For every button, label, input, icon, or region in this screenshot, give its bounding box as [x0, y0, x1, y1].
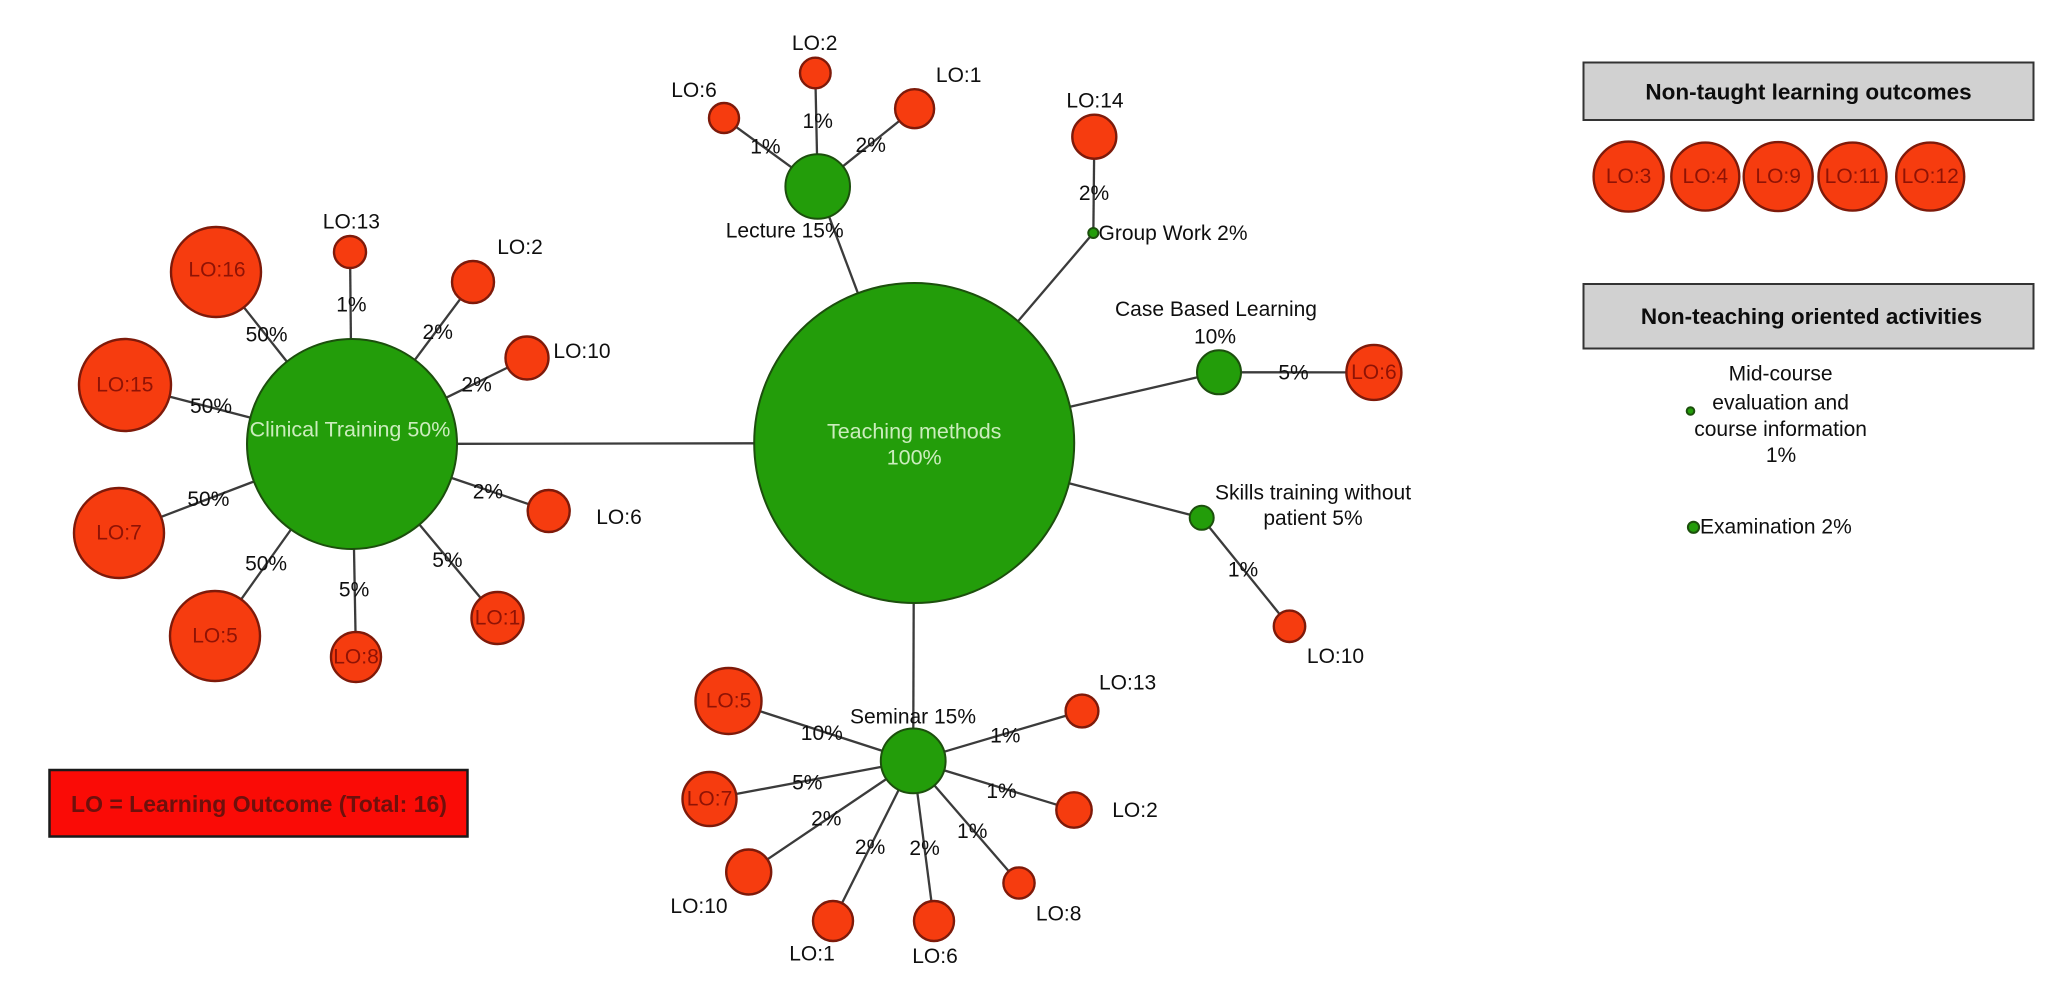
svg-text:LO:5: LO:5 [706, 690, 752, 713]
svg-text:1%: 1% [750, 136, 780, 159]
svg-text:LO:10: LO:10 [553, 340, 610, 363]
svg-text:LO:6: LO:6 [912, 945, 958, 968]
svg-text:LO:15: LO:15 [96, 374, 153, 397]
svg-text:Non-taught learning outcomes: Non-taught learning outcomes [1645, 80, 1971, 105]
svg-text:5%: 5% [1278, 362, 1308, 385]
svg-text:LO:14: LO:14 [1066, 89, 1124, 112]
svg-text:Skills training without: Skills training without [1215, 482, 1411, 505]
svg-text:LO:6: LO:6 [596, 506, 642, 529]
svg-text:50%: 50% [190, 395, 232, 418]
svg-text:LO:1: LO:1 [789, 942, 835, 965]
svg-text:1%: 1% [986, 780, 1016, 803]
svg-text:1%: 1% [1228, 559, 1258, 582]
svg-text:1%: 1% [336, 294, 366, 317]
svg-text:Teaching methods: Teaching methods [827, 420, 1002, 444]
svg-text:Mid-course: Mid-course [1729, 362, 1833, 385]
svg-text:Non-teaching oriented activiti: Non-teaching oriented activities [1641, 304, 1982, 329]
svg-text:5%: 5% [339, 579, 369, 602]
svg-text:Case Based Learning: Case Based Learning [1115, 298, 1317, 321]
svg-text:patient 5%: patient 5% [1263, 507, 1362, 530]
svg-text:Group Work 2%: Group Work 2% [1099, 222, 1248, 245]
svg-text:LO:4: LO:4 [1683, 165, 1729, 188]
svg-text:evaluation and: evaluation and [1712, 391, 1849, 414]
svg-text:LO = Learning Outcome (Total:: LO = Learning Outcome (Total: 16) [71, 791, 447, 817]
svg-text:LO:8: LO:8 [1036, 902, 1082, 925]
svg-text:Seminar 15%: Seminar 15% [850, 706, 976, 729]
svg-text:LO:6: LO:6 [1351, 361, 1397, 384]
svg-text:50%: 50% [187, 488, 229, 511]
svg-text:1%: 1% [957, 820, 987, 843]
svg-text:LO:10: LO:10 [670, 895, 727, 918]
svg-text:5%: 5% [432, 549, 462, 572]
svg-text:Lecture 15%: Lecture 15% [726, 220, 844, 243]
svg-text:2%: 2% [855, 836, 885, 859]
svg-text:LO:2: LO:2 [497, 236, 543, 259]
svg-text:LO:8: LO:8 [333, 646, 379, 669]
svg-text:10%: 10% [1194, 325, 1236, 348]
svg-text:LO:3: LO:3 [1606, 165, 1652, 188]
svg-text:LO:16: LO:16 [188, 259, 245, 282]
svg-text:10%: 10% [801, 722, 843, 745]
svg-text:50%: 50% [245, 553, 287, 576]
svg-text:2%: 2% [461, 374, 491, 397]
svg-text:2%: 2% [811, 808, 841, 831]
svg-text:1%: 1% [990, 725, 1020, 748]
svg-text:LO:2: LO:2 [792, 32, 838, 55]
svg-text:2%: 2% [423, 321, 453, 344]
svg-text:2%: 2% [856, 134, 886, 157]
svg-text:2%: 2% [1079, 182, 1109, 205]
svg-text:LO:10: LO:10 [1307, 645, 1364, 668]
svg-text:LO:5: LO:5 [192, 625, 238, 648]
svg-text:LO:7: LO:7 [96, 522, 142, 545]
svg-text:LO:1: LO:1 [475, 607, 521, 630]
svg-text:1%: 1% [803, 110, 833, 133]
svg-text:LO:12: LO:12 [1902, 165, 1959, 188]
svg-text:Clinical Training 50%: Clinical Training 50% [250, 417, 451, 441]
svg-text:2%: 2% [473, 480, 503, 503]
svg-text:2%: 2% [909, 837, 939, 860]
svg-text:LO:13: LO:13 [1099, 671, 1156, 694]
svg-text:1%: 1% [1766, 444, 1796, 467]
svg-text:LO:7: LO:7 [687, 788, 733, 811]
svg-text:50%: 50% [246, 323, 288, 346]
svg-text:5%: 5% [792, 771, 822, 794]
svg-text:LO:11: LO:11 [1825, 165, 1881, 188]
svg-text:100%: 100% [887, 446, 942, 470]
svg-text:LO:9: LO:9 [1755, 165, 1801, 188]
svg-text:LO:1: LO:1 [936, 64, 982, 87]
svg-text:Examination 2%: Examination 2% [1700, 516, 1852, 539]
svg-text:course information: course information [1694, 418, 1867, 441]
svg-text:LO:2: LO:2 [1112, 799, 1158, 822]
svg-text:LO:6: LO:6 [671, 79, 717, 102]
svg-text:LO:13: LO:13 [323, 211, 380, 234]
